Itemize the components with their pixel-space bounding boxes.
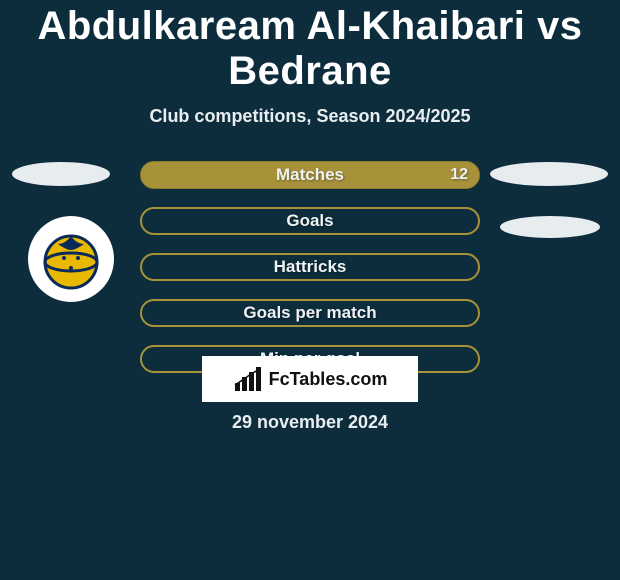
stat-bar-row: Hattricks	[140, 253, 480, 281]
club-crest	[28, 216, 114, 302]
source-logo: FcTables.com	[202, 356, 418, 402]
stat-bar	[140, 207, 480, 235]
stat-bar	[140, 253, 480, 281]
snapshot-date: 29 november 2024	[0, 412, 620, 433]
player2-badge-placeholder-1	[490, 162, 608, 186]
fctables-icon	[233, 367, 263, 391]
page-title: Abdulkaream Al-Khaibari vs Bedrane	[0, 4, 620, 94]
source-logo-text: FcTables.com	[269, 369, 388, 390]
stat-bar	[140, 299, 480, 327]
page-subtitle: Club competitions, Season 2024/2025	[0, 106, 620, 127]
stat-bar-row: Goals per match	[140, 299, 480, 327]
club-crest-icon	[36, 224, 106, 294]
stat-bar-row: Matches12	[140, 161, 480, 189]
player2-badge-placeholder-2	[500, 216, 600, 238]
stat-bar	[140, 161, 480, 189]
player1-badge-placeholder	[12, 162, 110, 186]
stat-bar-row: Goals	[140, 207, 480, 235]
